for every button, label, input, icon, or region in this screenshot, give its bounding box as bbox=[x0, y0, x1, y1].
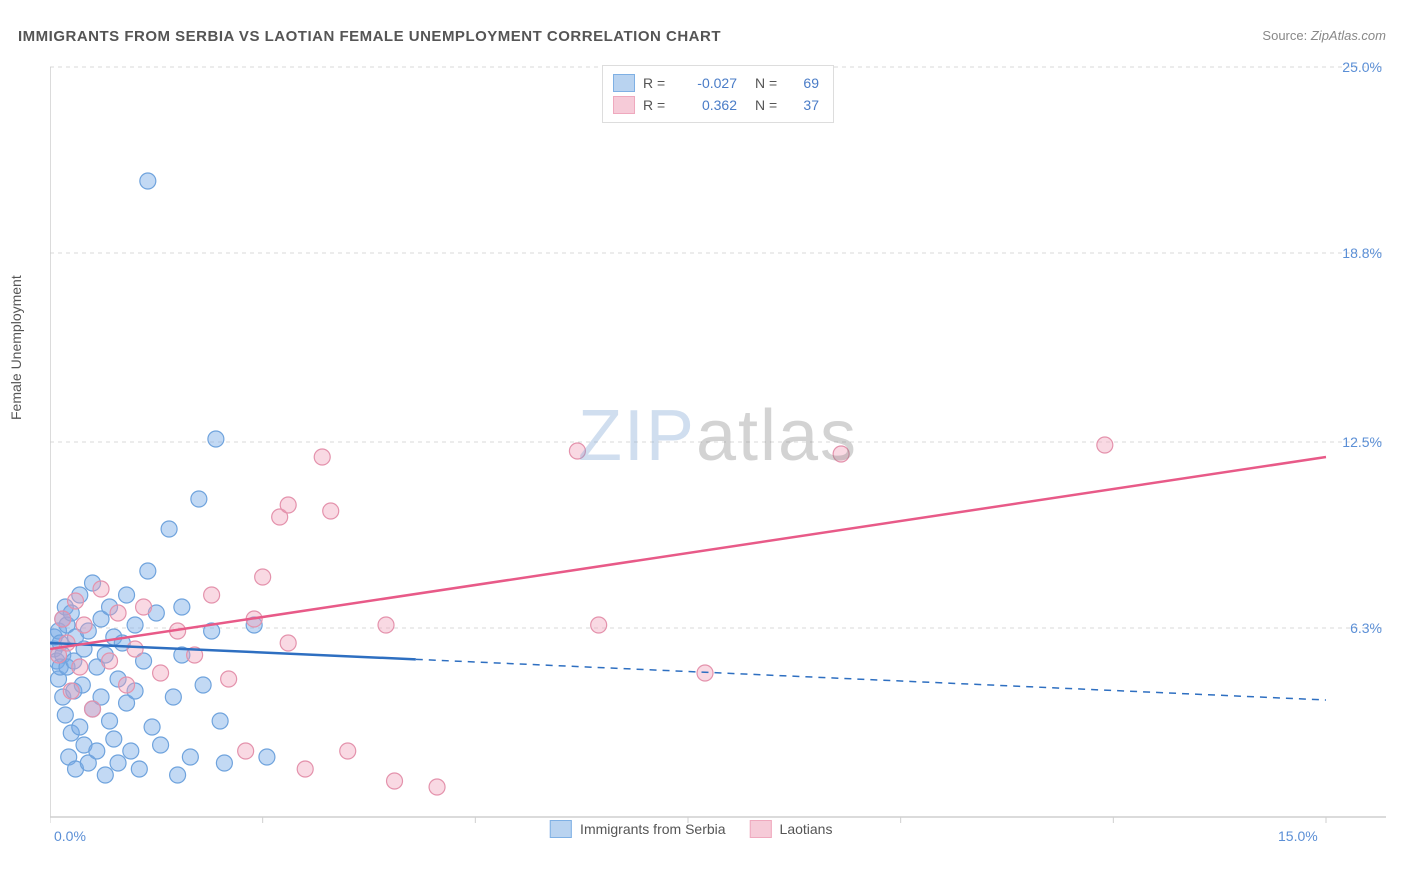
legend-n-label: N = bbox=[755, 75, 781, 91]
chart-title: IMMIGRANTS FROM SERBIA VS LAOTIAN FEMALE… bbox=[18, 28, 721, 45]
correlation-legend: R = -0.027 N = 69 R = 0.362 N = 37 bbox=[602, 65, 834, 123]
y-tick-label: 18.8% bbox=[1342, 245, 1382, 261]
y-axis-label: Female Unemployment bbox=[8, 275, 24, 420]
x-tick-label: 15.0% bbox=[1278, 828, 1318, 844]
series-legend: Immigrants from Serbia Laotians bbox=[550, 820, 832, 838]
legend-series-label: Laotians bbox=[780, 821, 833, 837]
legend-r-value: 0.362 bbox=[677, 97, 737, 113]
legend-swatch bbox=[613, 96, 635, 114]
legend-swatch bbox=[750, 820, 772, 838]
legend-series-label: Immigrants from Serbia bbox=[580, 821, 725, 837]
source-attribution: Source: ZipAtlas.com bbox=[1262, 28, 1386, 43]
legend-n-value: 69 bbox=[789, 75, 819, 91]
legend-swatch bbox=[550, 820, 572, 838]
y-tick-label: 6.3% bbox=[1350, 620, 1382, 636]
plot-svg bbox=[50, 62, 1386, 842]
legend-n-label: N = bbox=[755, 97, 781, 113]
legend-r-label: R = bbox=[643, 75, 669, 91]
legend-r-label: R = bbox=[643, 97, 669, 113]
legend-item: Immigrants from Serbia bbox=[550, 820, 725, 838]
source-label: Source: bbox=[1262, 28, 1307, 43]
x-tick-label: 0.0% bbox=[54, 828, 86, 844]
legend-r-value: -0.027 bbox=[677, 75, 737, 91]
legend-item: Laotians bbox=[750, 820, 833, 838]
y-tick-label: 25.0% bbox=[1342, 59, 1382, 75]
scatter-plot: ZIPatlas R =-0.027N =69R =0.362N =37 Imm… bbox=[50, 62, 1386, 842]
legend-swatch bbox=[613, 74, 635, 92]
source-link[interactable]: ZipAtlas.com bbox=[1311, 28, 1386, 43]
legend-n-value: 37 bbox=[789, 97, 819, 113]
y-tick-label: 12.5% bbox=[1342, 434, 1382, 450]
